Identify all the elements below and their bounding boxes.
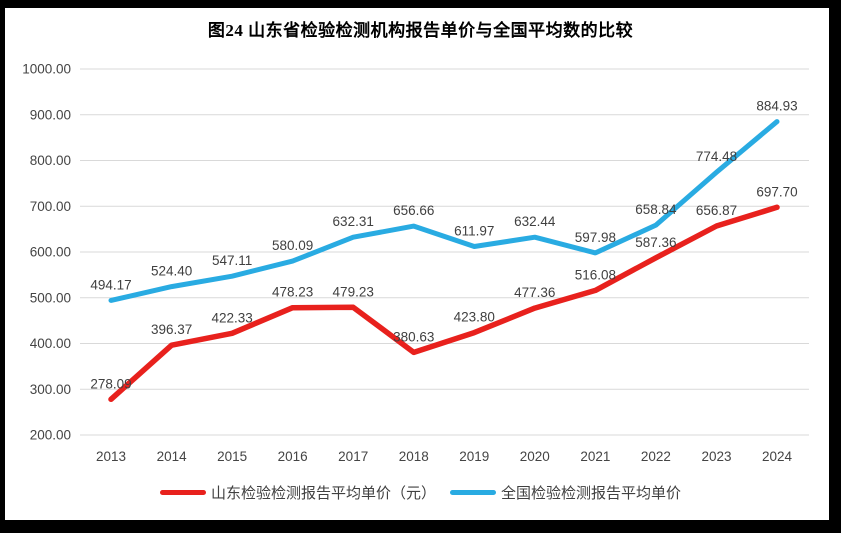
x-axis-tick-label: 2024 bbox=[762, 449, 793, 464]
y-axis-tick-label: 500.00 bbox=[30, 290, 71, 305]
y-axis-tick-label: 900.00 bbox=[30, 107, 71, 122]
legend-item-0: 山东检验检测报告平均单价（元） bbox=[159, 482, 436, 503]
x-axis-tick-label: 2022 bbox=[641, 449, 671, 464]
x-axis-tick-label: 2020 bbox=[520, 449, 550, 464]
data-label-series-1: 658.84 bbox=[635, 202, 677, 217]
data-label-series-1: 774.48 bbox=[696, 149, 737, 164]
data-label-series-1: 632.31 bbox=[333, 214, 374, 229]
legend-line-swatch bbox=[450, 490, 496, 495]
chart-title: 图24 山东省检验检测机构报告单价与全国平均数的比较 bbox=[207, 21, 634, 40]
x-axis-tick-label: 2017 bbox=[338, 449, 368, 464]
y-axis-tick-label: 700.00 bbox=[30, 199, 71, 214]
data-label-series-0: 479.23 bbox=[333, 284, 374, 299]
legend-line-swatch bbox=[159, 490, 206, 495]
data-label-series-0: 516.08 bbox=[575, 267, 616, 282]
data-label-series-1: 580.09 bbox=[272, 238, 313, 253]
data-label-series-1: 656.66 bbox=[393, 203, 434, 218]
y-axis-tick-label: 200.00 bbox=[30, 428, 71, 443]
data-label-series-0: 478.23 bbox=[272, 285, 313, 300]
y-axis-tick-label: 1000.00 bbox=[22, 62, 71, 77]
chart-legend: 山东检验检测报告平均单价（元） 全国检验检测报告平均单价 bbox=[0, 482, 841, 503]
data-label-series-1: 884.93 bbox=[756, 99, 797, 114]
data-label-series-0: 697.70 bbox=[756, 184, 797, 199]
data-label-series-0: 278.09 bbox=[90, 376, 131, 391]
data-label-series-1: 494.17 bbox=[90, 277, 131, 292]
data-label-series-1: 632.44 bbox=[514, 214, 556, 229]
data-label-series-1: 597.98 bbox=[575, 230, 616, 245]
data-label-series-1: 611.97 bbox=[454, 224, 494, 239]
data-label-series-1: 547.11 bbox=[212, 253, 252, 268]
y-axis-tick-label: 600.00 bbox=[30, 245, 71, 260]
x-axis-tick-label: 2014 bbox=[157, 449, 188, 464]
x-axis-tick-label: 2016 bbox=[278, 449, 308, 464]
x-axis-tick-label: 2013 bbox=[96, 449, 126, 464]
data-label-series-0: 587.36 bbox=[635, 235, 676, 250]
legend-label: 全国检验检测报告平均单价 bbox=[501, 485, 682, 502]
y-axis-tick-label: 400.00 bbox=[30, 336, 71, 351]
x-axis-tick-label: 2021 bbox=[580, 449, 610, 464]
data-label-series-0: 422.33 bbox=[211, 310, 252, 325]
x-axis-tick-label: 2023 bbox=[701, 449, 731, 464]
y-axis-tick-label: 300.00 bbox=[30, 382, 71, 397]
series-line-0 bbox=[108, 204, 780, 403]
x-axis-tick-label: 2019 bbox=[459, 449, 489, 464]
legend-item-1: 全国检验检测报告平均单价 bbox=[450, 482, 681, 503]
series-line-1 bbox=[108, 119, 780, 303]
x-axis-tick-label: 2018 bbox=[399, 449, 429, 464]
data-label-series-1: 524.40 bbox=[151, 264, 192, 279]
data-label-series-0: 396.37 bbox=[151, 322, 192, 337]
data-label-series-0: 656.87 bbox=[696, 203, 737, 218]
x-axis-tick-label: 2015 bbox=[217, 449, 247, 464]
legend-label: 山东检验检测报告平均单价（元） bbox=[210, 485, 436, 502]
y-axis-tick-label: 800.00 bbox=[30, 153, 71, 168]
data-label-series-0: 380.63 bbox=[393, 329, 434, 344]
data-label-series-0: 477.36 bbox=[514, 285, 555, 300]
data-label-series-0: 423.80 bbox=[454, 310, 495, 325]
